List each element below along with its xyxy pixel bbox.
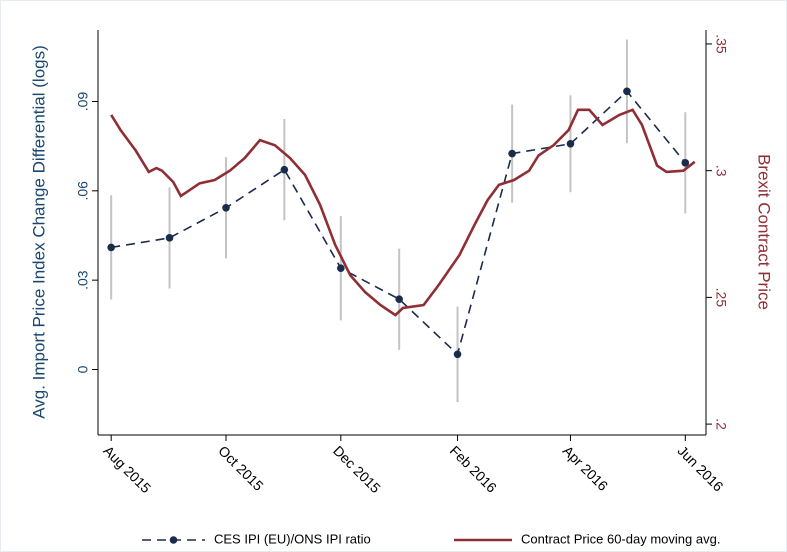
point xyxy=(337,264,345,273)
point xyxy=(107,243,115,252)
point xyxy=(165,234,174,242)
legend-label: Contract Price 60-day moving avg. xyxy=(521,531,720,546)
point xyxy=(566,139,575,148)
y2-tick-label: .3 xyxy=(713,165,729,177)
point xyxy=(681,159,690,167)
point xyxy=(222,203,230,212)
point xyxy=(508,149,516,158)
y-tick-label: 0 xyxy=(75,365,91,373)
y2-tick-label: .35 xyxy=(713,34,729,54)
y-tick-label: .09 xyxy=(75,92,91,112)
point xyxy=(623,87,631,96)
y2-tick-label: .25 xyxy=(713,288,729,308)
y-tick-label: .03 xyxy=(75,270,91,290)
legend-marker xyxy=(169,536,178,544)
point xyxy=(280,165,289,174)
y-tick-label: .06 xyxy=(75,181,91,201)
legend-label: CES IPI (EU)/ONS IPI ratio xyxy=(214,531,371,546)
series-line xyxy=(110,108,696,317)
y2-tick-label: .2 xyxy=(713,418,729,430)
y2-axis-title: Brexit Contract Price xyxy=(755,154,774,310)
point xyxy=(395,295,403,304)
point xyxy=(453,350,462,359)
y-axis-title: Avg. Import Price Index Change Different… xyxy=(29,45,48,419)
